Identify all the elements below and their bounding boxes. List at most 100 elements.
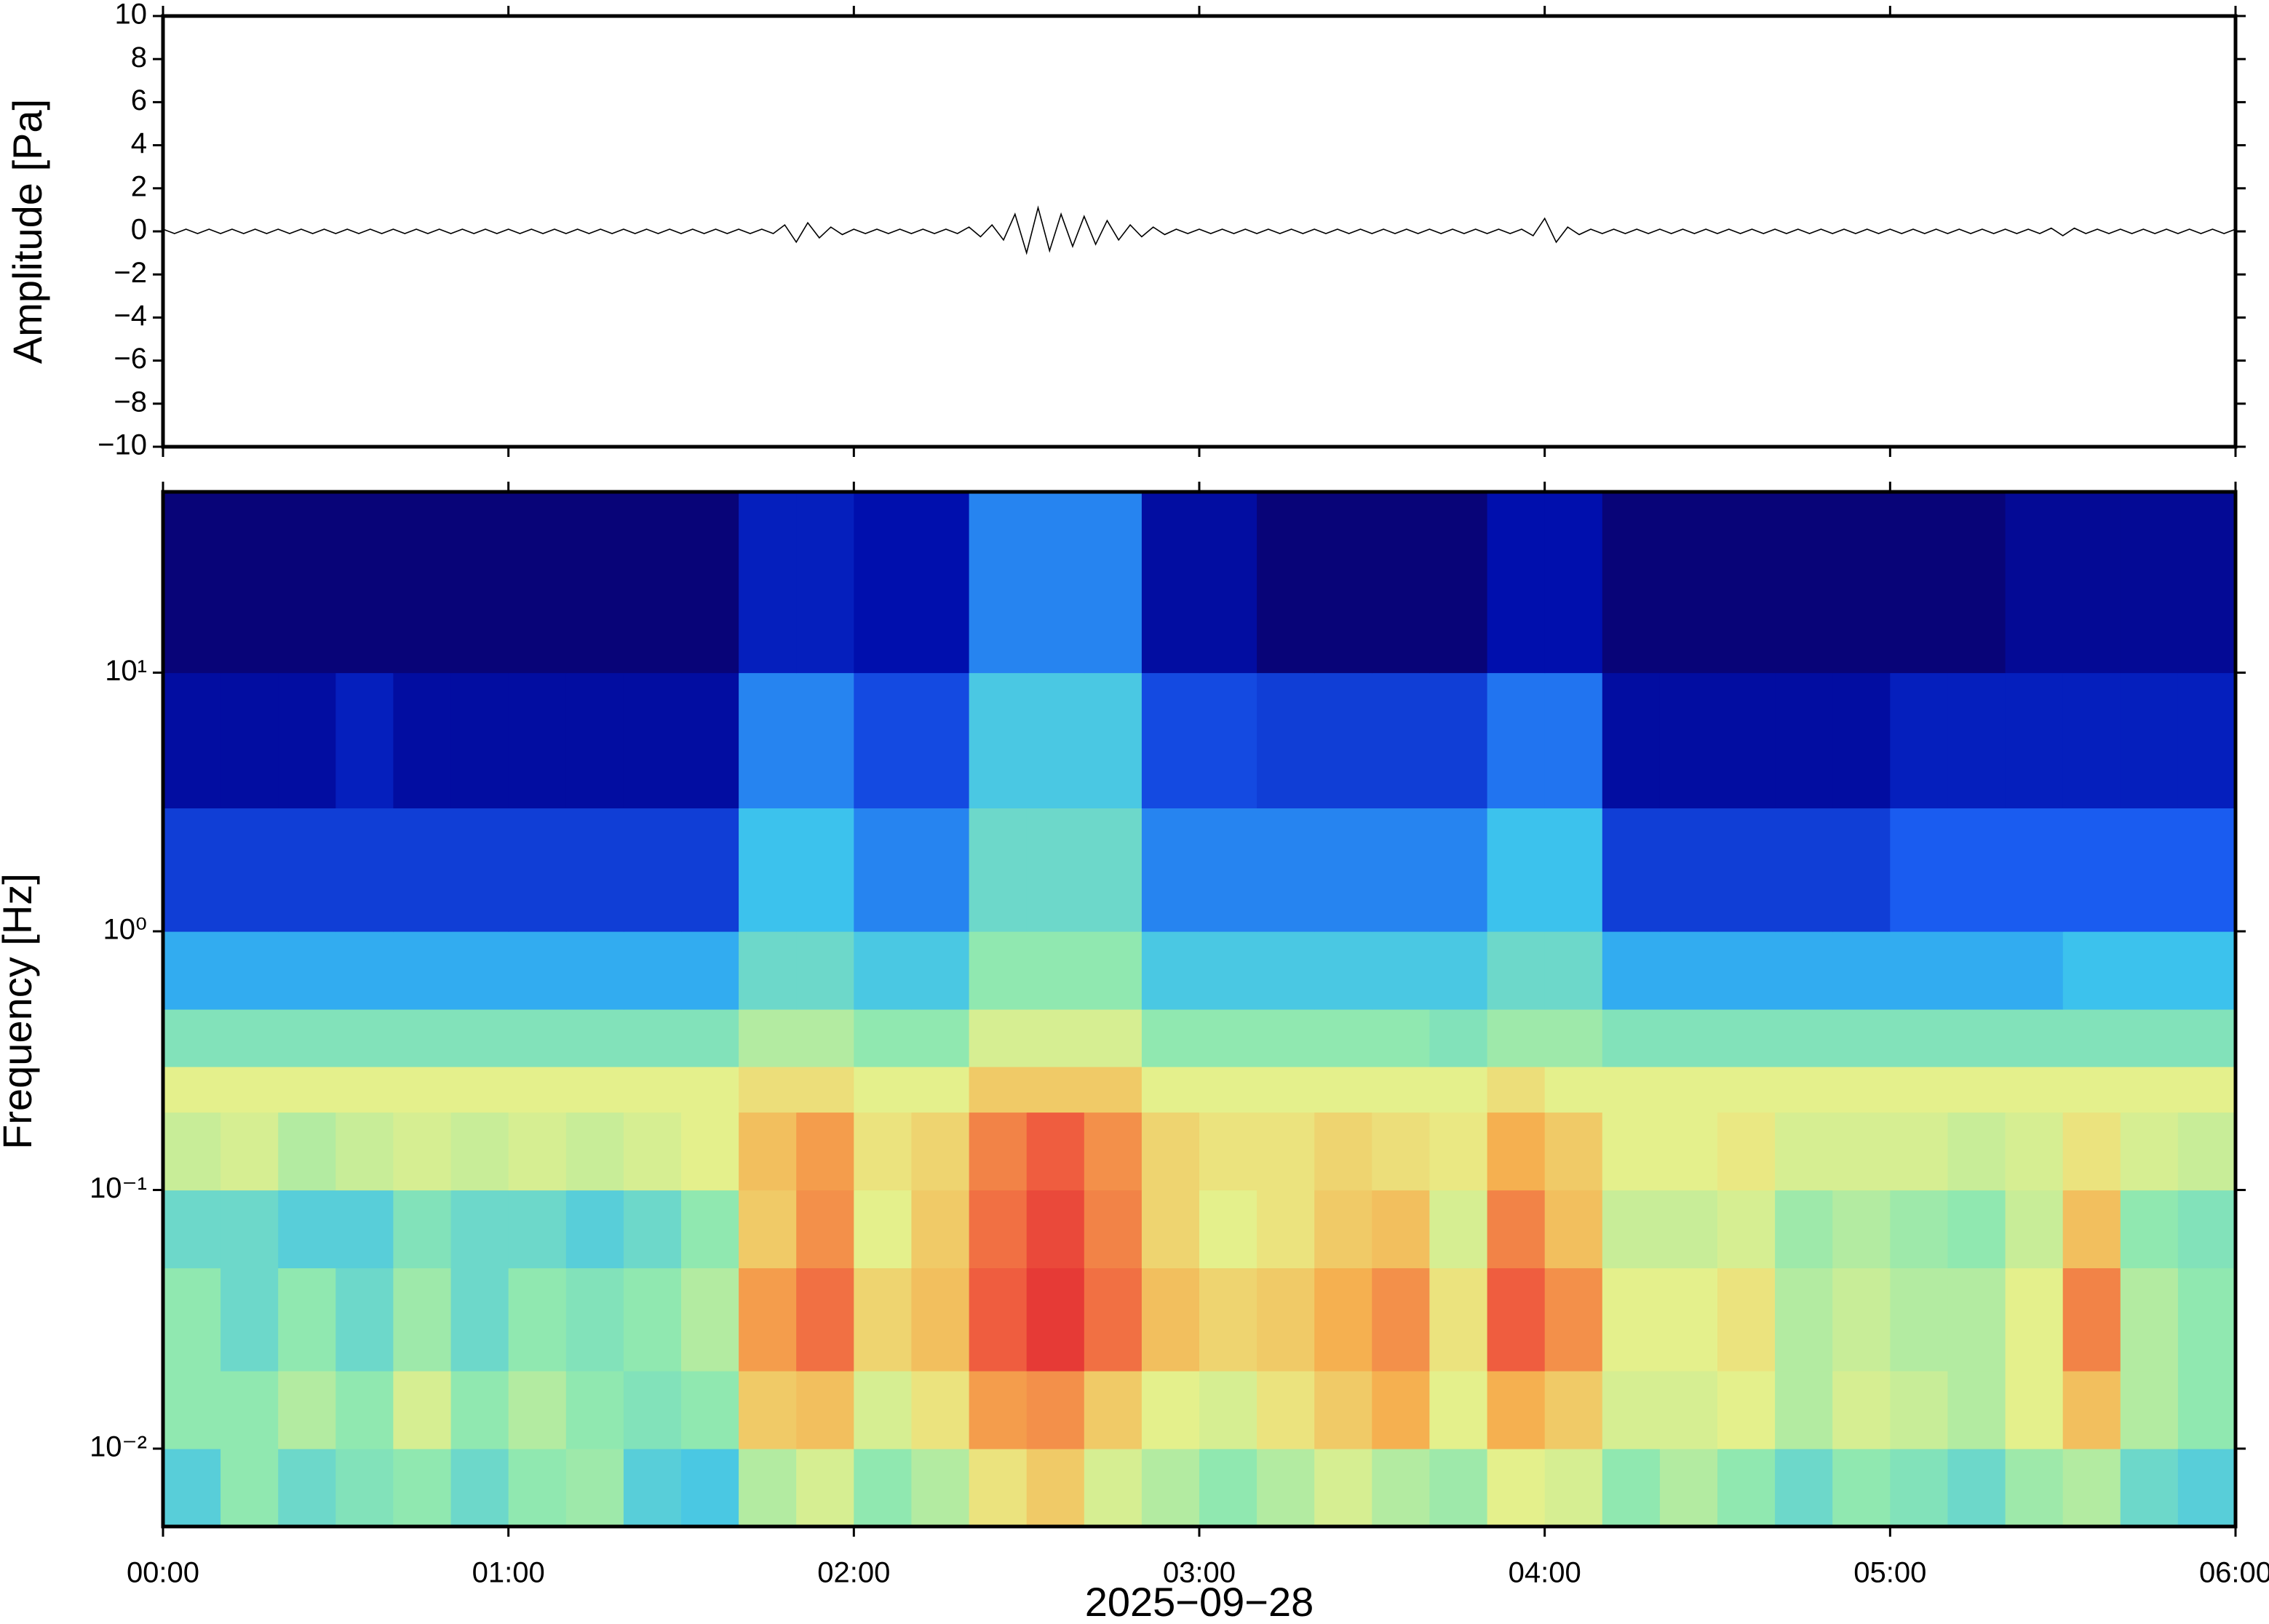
spectrogram-cell: [565, 808, 624, 932]
spectrogram-cell: [1257, 492, 1315, 674]
spectrogram-cell: [1372, 1267, 1430, 1372]
spectrogram-cell: [2120, 1190, 2179, 1269]
spectrogram-cell: [1314, 1371, 1372, 1449]
x-tick-label: 06:00: [2199, 1557, 2269, 1589]
y-tick-label: 10⁻¹: [90, 1172, 147, 1204]
spectrogram-cell: [1717, 1371, 1776, 1449]
spectrogram-cell: [1487, 672, 1546, 808]
spectrogram-cell: [911, 1190, 970, 1269]
spectrogram-cell: [1659, 1267, 1718, 1372]
spectrogram-cell: [335, 492, 394, 674]
spectrogram-cell: [450, 1009, 509, 1067]
spectrogram-cell: [2177, 1066, 2236, 1113]
spectrogram-cell: [1084, 492, 1143, 674]
spectrogram-cell: [1372, 1066, 1430, 1113]
spectrogram-cell: [739, 492, 797, 674]
spectrogram-cell: [1141, 1112, 1200, 1191]
spectrogram-cell: [508, 931, 567, 1010]
spectrogram-cell: [1372, 1009, 1430, 1067]
x-tick-label: 03:00: [1163, 1557, 1236, 1589]
spectrogram-cell: [163, 931, 221, 1010]
spectrogram-cell: [681, 1009, 739, 1067]
spectrogram-cell: [163, 1066, 221, 1113]
y-axis-label: Amplitude [Pa]: [4, 99, 50, 364]
spectrogram-cell: [1372, 1449, 1430, 1527]
spectrogram-cell: [739, 808, 797, 932]
spectrogram-cell: [2062, 1112, 2121, 1191]
spectrogram-cell: [1314, 931, 1372, 1010]
spectrogram-cell: [969, 1190, 1028, 1269]
spectrogram-cell: [220, 808, 279, 932]
spectrogram-cell: [1487, 1449, 1546, 1527]
spectrogram-cell: [681, 1112, 739, 1191]
spectrogram-cell: [1717, 1009, 1776, 1067]
spectrogram-cell: [1602, 1009, 1661, 1067]
y-tick-label: 10: [115, 0, 148, 31]
spectrogram-cell: [1775, 808, 1833, 932]
spectrogram-cell: [1199, 1371, 1257, 1449]
spectrogram-cell: [1602, 1190, 1661, 1269]
spectrogram-cell: [1026, 1066, 1085, 1113]
spectrogram-cell: [1372, 492, 1430, 674]
spectrogram-cell: [2005, 931, 2064, 1010]
spectrogram-cell: [2005, 1267, 2064, 1372]
spectrogram-cell: [796, 492, 854, 674]
spectrogram-cell: [1487, 1112, 1546, 1191]
spectrogram-cell: [1659, 1112, 1718, 1191]
spectrogram-cell: [2062, 1449, 2121, 1527]
spectrogram-cell: [1141, 1267, 1200, 1372]
spectrogram-cell: [681, 1190, 739, 1269]
spectrogram-cell: [450, 1267, 509, 1372]
spectrogram-cell: [2005, 1449, 2064, 1527]
spectrogram-cell: [393, 492, 452, 674]
spectrogram-cell: [1429, 931, 1488, 1010]
plot-frame: [161, 490, 2238, 1529]
spectrogram-cell: [911, 931, 970, 1010]
spectrogram-cell: [1947, 492, 2006, 674]
spectrogram-cell: [1141, 1190, 1200, 1269]
spectrogram-cell: [1717, 1267, 1776, 1372]
spectrogram-cell: [1947, 1267, 2006, 1372]
spectrogram-cell: [911, 1066, 970, 1113]
spectrogram-cell: [1717, 931, 1776, 1010]
spectrogram-cell: [911, 808, 970, 932]
spectrogram-cell: [1141, 808, 1200, 932]
spectrogram-cell: [220, 1449, 279, 1527]
spectrogram-cell: [2120, 1112, 2179, 1191]
spectrogram-cell: [1487, 808, 1546, 932]
spectrogram-cell: [2120, 1066, 2179, 1113]
spectrogram-cell: [1947, 1112, 2006, 1191]
spectrogram-cell: [163, 1449, 221, 1527]
spectrogram-cell: [2177, 1371, 2236, 1449]
spectrogram-cell: [681, 492, 739, 674]
spectrogram-cell: [2005, 1009, 2064, 1067]
spectrogram-cell: [278, 808, 336, 932]
spectrogram-cell: [2177, 492, 2236, 674]
spectrogram-cell: [2177, 931, 2236, 1010]
spectrogram-cell: [623, 808, 682, 932]
spectrogram-cell: [1141, 1009, 1200, 1067]
spectrogram-cell: [278, 1449, 336, 1527]
spectrogram-cell: [1544, 1449, 1603, 1527]
spectrogram-cell: [854, 1112, 912, 1191]
spectrogram-cell: [1487, 1267, 1546, 1372]
spectrogram-cell: [1429, 1190, 1488, 1269]
spectrogram-cell: [1775, 492, 1833, 674]
spectrogram-cell: [1141, 1066, 1200, 1113]
spectrogram-cell: [1314, 1009, 1372, 1067]
spectrogram-cell: [2120, 1267, 2179, 1372]
spectrogram-cell: [796, 1267, 854, 1372]
spectrogram-cell: [1890, 1371, 1948, 1449]
spectrogram-cell: [450, 808, 509, 932]
spectrogram-cell: [1026, 1267, 1085, 1372]
spectrogram-cell: [1257, 1371, 1315, 1449]
spectrogram-cell: [1257, 1066, 1315, 1113]
spectrogram-cell: [1659, 1009, 1718, 1067]
spectrogram-cell: [565, 1009, 624, 1067]
spectrogram-cell: [1314, 1267, 1372, 1372]
spectrogram-cell: [1890, 931, 1948, 1010]
spectrogram-cell: [623, 1066, 682, 1113]
spectrogram-cell: [1026, 931, 1085, 1010]
spectrogram-cell: [681, 1267, 739, 1372]
